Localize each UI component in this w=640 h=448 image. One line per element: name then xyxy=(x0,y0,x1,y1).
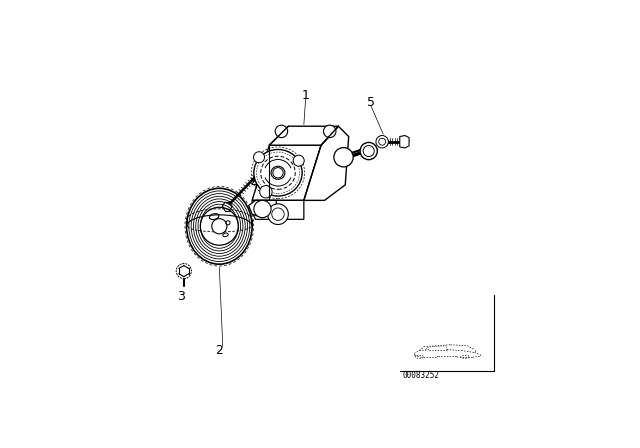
Circle shape xyxy=(260,185,272,198)
Circle shape xyxy=(379,138,386,145)
Polygon shape xyxy=(252,200,304,220)
Circle shape xyxy=(268,204,289,224)
Circle shape xyxy=(334,147,353,167)
Text: 5: 5 xyxy=(367,95,375,108)
Circle shape xyxy=(254,200,271,218)
Circle shape xyxy=(293,155,304,166)
Polygon shape xyxy=(269,126,339,145)
Circle shape xyxy=(253,152,264,163)
Text: 00083252: 00083252 xyxy=(402,371,439,380)
Polygon shape xyxy=(252,145,321,200)
Circle shape xyxy=(363,146,374,156)
Circle shape xyxy=(360,142,378,159)
Polygon shape xyxy=(304,126,349,200)
Polygon shape xyxy=(249,200,276,218)
Circle shape xyxy=(272,208,284,220)
Text: 3: 3 xyxy=(177,290,186,303)
Circle shape xyxy=(275,125,287,138)
Ellipse shape xyxy=(271,166,285,179)
Circle shape xyxy=(323,125,336,138)
Text: 4: 4 xyxy=(250,177,258,190)
Circle shape xyxy=(212,219,227,234)
Text: 1: 1 xyxy=(301,89,310,102)
Polygon shape xyxy=(400,135,409,148)
Text: 2: 2 xyxy=(216,344,223,357)
Circle shape xyxy=(273,168,283,178)
Circle shape xyxy=(376,135,388,148)
Ellipse shape xyxy=(254,150,302,196)
